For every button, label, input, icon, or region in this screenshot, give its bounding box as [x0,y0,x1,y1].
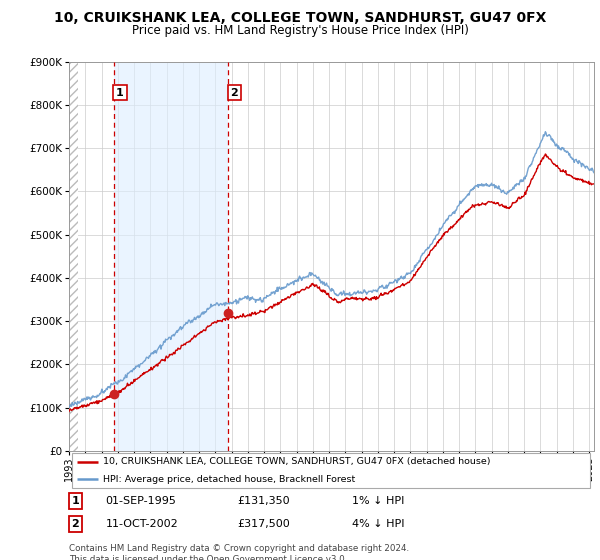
Text: 10, CRUIKSHANK LEA, COLLEGE TOWN, SANDHURST, GU47 0FX: 10, CRUIKSHANK LEA, COLLEGE TOWN, SANDHU… [54,11,546,25]
Text: 10, CRUIKSHANK LEA, COLLEGE TOWN, SANDHURST, GU47 0FX (detached house): 10, CRUIKSHANK LEA, COLLEGE TOWN, SANDHU… [103,458,491,466]
Text: 11-OCT-2002: 11-OCT-2002 [106,519,179,529]
Text: 1% ↓ HPI: 1% ↓ HPI [353,496,405,506]
Text: 1: 1 [71,496,79,506]
Text: 2: 2 [71,519,79,529]
Text: Contains HM Land Registry data © Crown copyright and database right 2024.
This d: Contains HM Land Registry data © Crown c… [69,544,409,560]
Text: £131,350: £131,350 [237,496,290,506]
Text: Price paid vs. HM Land Registry's House Price Index (HPI): Price paid vs. HM Land Registry's House … [131,24,469,36]
Text: 4% ↓ HPI: 4% ↓ HPI [353,519,405,529]
Text: £317,500: £317,500 [237,519,290,529]
Text: 1: 1 [116,87,124,97]
Text: 2: 2 [230,87,238,97]
Bar [113,62,228,451]
Text: HPI: Average price, detached house, Bracknell Forest: HPI: Average price, detached house, Brac… [103,475,355,484]
Bar [69,62,78,451]
Text: 01-SEP-1995: 01-SEP-1995 [106,496,176,506]
FancyBboxPatch shape [71,454,590,488]
